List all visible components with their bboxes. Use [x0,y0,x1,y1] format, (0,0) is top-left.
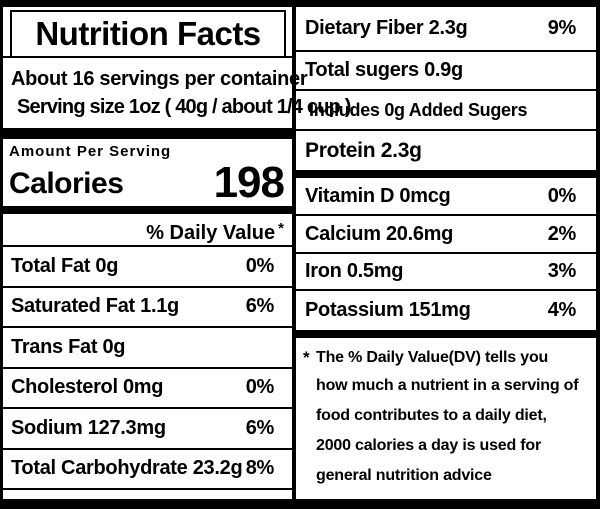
nutrient-row-trans-fat: Trans Fat 0g [3,328,292,369]
nutrient-row-dietary-fiber: Dietary Fiber 2.3g 9% [296,7,596,52]
nutrient-row-saturated-fat: Saturated Fat 1.1g 6% [3,288,292,328]
divider-bar-mid [296,170,596,178]
divider-bar-mid [296,330,596,338]
nutrient-row-calcium: Calcium 20.6mg 2% [296,216,596,254]
nutrient-row-potassium: Potassium 151mg 4% [296,291,596,330]
nutrient-dv: 0% [245,376,275,399]
nutrient-name: Vitamin D 0mcg [305,184,451,207]
divider-bar-mid [3,206,292,214]
serving-info: About 16 servings per container Serving … [3,58,351,128]
footnote-line: The % Daily Value(DV) tells you [316,349,549,366]
nutrient-row-total-carbohydrate: Total Carbohydrate 23.2g 8% [3,450,292,490]
nutrient-name: Total Carbohydrate 23.2g [11,457,243,480]
nutrient-name: Dietary Fiber 2.3g [305,17,468,39]
nutrient-dv: 0% [245,254,275,277]
nutrient-dv: 3% [547,260,577,282]
nutrient-name: Potassium 151mg [305,299,471,321]
nutrient-name: Calcium 20.6mg [305,222,454,245]
left-panel: Nutrition Facts About 16 servings per co… [3,7,351,499]
nutrient-name: Includes 0g Added Sugers [309,99,528,120]
nutrient-row-total-sugars: Total sugers 0.9g [296,52,596,91]
nutrient-dv: 0% [547,184,577,207]
amount-per-serving-label: Amount Per Serving [9,143,172,160]
nutrient-row-sodium: Sodium 127.3mg 6% [3,409,292,450]
right-panel: Dietary Fiber 2.3g 9% Total sugers 0.9g … [296,7,596,499]
nutrient-dv: 2% [547,222,577,245]
nutrient-name: Total sugers 0.9g [305,59,463,81]
calories-value: 198 [213,158,285,207]
nutrient-name: Saturated Fat 1.1g [11,295,179,318]
nutrient-dv: 6% [245,416,275,439]
nutrient-name: Cholesterol 0mg [11,376,164,399]
footnote-line: how much a nutrient in a serving of [316,377,579,394]
footnote-line: 2000 calories a day is used for [316,437,542,454]
nutrient-row-vitamin-d: Vitamin D 0mcg 0% [296,178,596,216]
nutrient-name: Sodium 127.3mg [11,416,166,439]
daily-value-header-label: % Daily Value [146,222,276,244]
nutrient-dv: 4% [547,299,577,321]
calories-section: Amount Per Serving Calories 198 [3,139,292,206]
calories-label: Calories [9,167,124,200]
nutrient-dv: 8% [245,457,275,480]
title-section: Nutrition Facts [3,7,292,58]
daily-value-header: % Daily Value * [3,214,292,247]
nutrient-row-added-sugars: Includes 0g Added Sugers [296,91,596,131]
nutrient-row-protein: Protein 2.3g [296,131,596,170]
footnote-line: food contributes to a daily diet, [316,407,547,424]
left-nutrient-rows: Total Fat 0g 0% Saturated Fat 1.1g 6% Tr… [3,247,292,490]
nutrient-dv: 6% [245,295,275,318]
nutrient-name: Protein 2.3g [305,138,422,162]
daily-value-asterisk: * [278,220,284,237]
serving-size: Serving size 1oz ( 40g / about 1/4 cup ) [17,96,351,118]
servings-per-container: About 16 servings per container [11,68,308,90]
footnote-line: general nutrition advice [316,467,492,484]
nutrient-row-iron: Iron 0.5mg 3% [296,254,596,291]
right-nutrient-rows: Dietary Fiber 2.3g 9% Total sugers 0.9g … [296,7,596,499]
divider-bar-thick [3,128,292,139]
left-bottom-spacer [3,490,292,499]
nutrient-name: Trans Fat 0g [11,335,126,358]
footnote-asterisk: * [303,348,310,367]
nutrient-name: Iron 0.5mg [305,260,404,282]
nutrient-name: Total Fat 0g [11,254,119,277]
nutrient-row-cholesterol: Cholesterol 0mg 0% [3,369,292,409]
daily-value-footnote: * The % Daily Value(DV) tells you how mu… [296,338,596,499]
footnote-text: The % Daily Value(DV) tells you how much… [316,345,592,499]
nutrient-dv: 9% [547,17,577,39]
nutrient-row-total-fat: Total Fat 0g 0% [3,247,292,288]
label-title: Nutrition Facts [10,10,286,56]
